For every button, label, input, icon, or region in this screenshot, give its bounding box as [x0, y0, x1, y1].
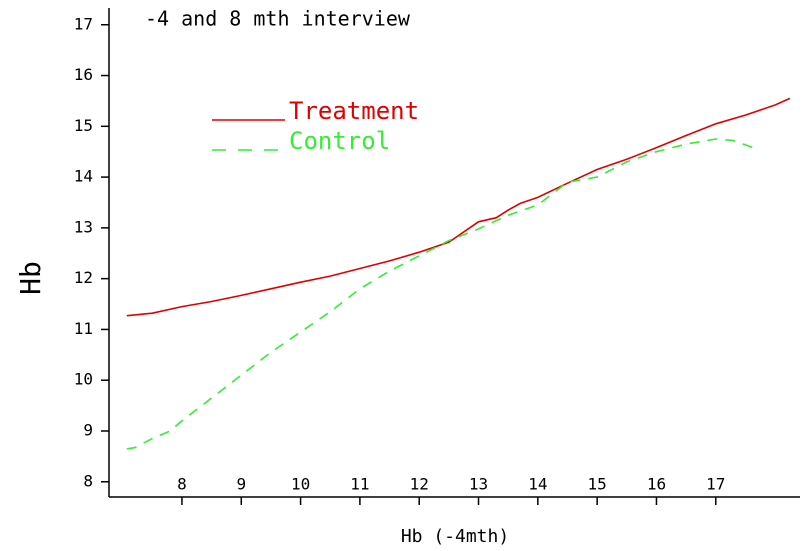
- x-axis-label: Hb (-4mth): [401, 526, 509, 547]
- y-tick-label: 14: [74, 167, 93, 186]
- y-tick-label: 9: [83, 420, 93, 439]
- y-tick-label: 17: [74, 14, 93, 33]
- line-0: [126, 97, 791, 317]
- x-tick-label: 8: [177, 475, 187, 494]
- y-tick-label: 10: [74, 370, 93, 389]
- y-tick-label: 12: [74, 268, 93, 287]
- y-tick-label: 11: [74, 319, 93, 338]
- legend-label: Treatment: [289, 97, 419, 125]
- y-tick-label: 13: [74, 217, 93, 236]
- x-tick-label: 17: [706, 475, 725, 494]
- x-tick-label: 15: [588, 475, 607, 494]
- x-tick-label: 12: [410, 475, 429, 494]
- x-tick-label: 10: [291, 475, 310, 494]
- line-1: [126, 138, 758, 450]
- legend-label: Control: [289, 127, 390, 155]
- y-axis-label: Hb: [14, 261, 47, 295]
- x-tick-label: 13: [469, 475, 488, 494]
- y-tick-label: 15: [74, 116, 93, 135]
- y-tick-label: 16: [74, 65, 93, 84]
- x-tick-label: 14: [528, 475, 547, 494]
- x-tick-label: 16: [647, 475, 666, 494]
- x-tick-label: 11: [350, 475, 369, 494]
- chart-title: -4 and 8 mth interview: [145, 7, 411, 31]
- x-tick-label: 9: [236, 475, 246, 494]
- y-tick-label: 8: [83, 471, 93, 490]
